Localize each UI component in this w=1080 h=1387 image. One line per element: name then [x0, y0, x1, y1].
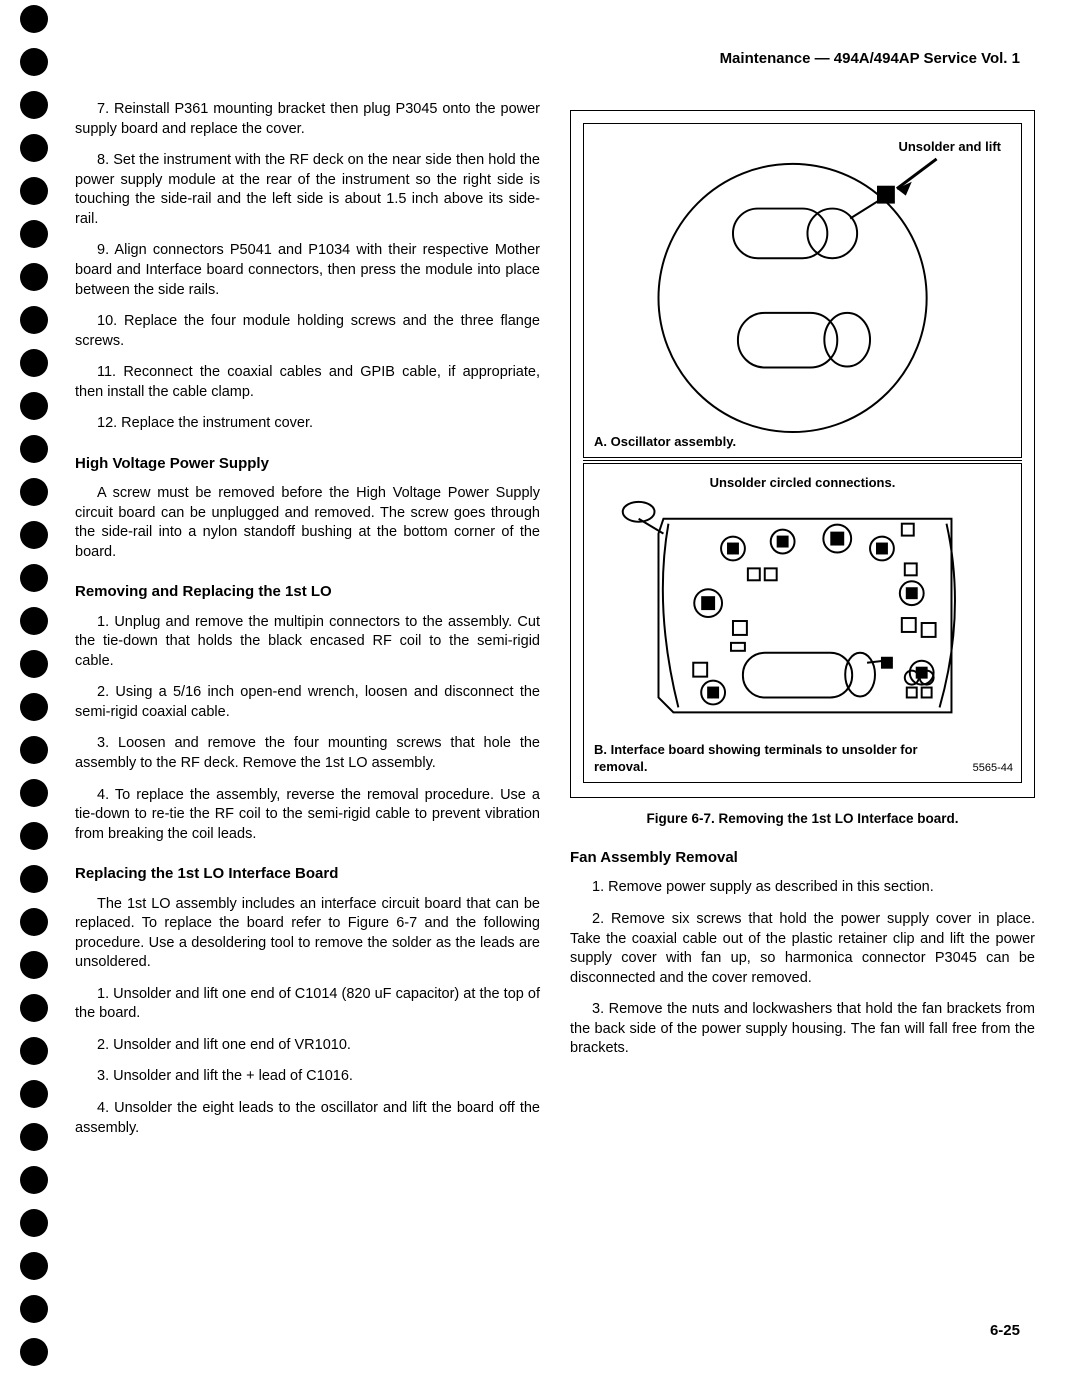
ib-step-4: 4. Unsolder the eight leads to the oscil… — [75, 1099, 540, 1138]
ib-step-2: 2. Unsolder and lift one end of VR1010. — [75, 1036, 540, 1056]
figure-panel-b: Unsolder circled connections. — [583, 463, 1022, 783]
figure-caption: Figure 6-7. Removing the 1st LO Interfac… — [570, 810, 1035, 828]
step-12: 12. Replace the instrument cover. — [75, 414, 540, 434]
spiral-binding — [20, 0, 50, 1387]
step-10: 10. Replace the four module holding scre… — [75, 312, 540, 351]
rr-step-1: 1. Unplug and remove the multipin connec… — [75, 613, 540, 672]
oscillator-diagram — [584, 124, 1021, 457]
heading-removing-replacing: Removing and Replacing the 1st LO — [75, 582, 540, 602]
panel-b-label: B. Interface board showing terminals to … — [594, 741, 924, 776]
panel-a-label: A. Oscillator assembly. — [594, 433, 736, 451]
step-9: 9. Align connectors P5041 and P1034 with… — [75, 241, 540, 300]
heading-interface-board: Replacing the 1st LO Interface Board — [75, 864, 540, 884]
step-11: 11. Reconnect the coaxial cables and GPI… — [75, 363, 540, 402]
interface-board-diagram — [584, 464, 1021, 782]
rr-step-4: 4. To replace the assembly, reverse the … — [75, 786, 540, 845]
figure-panel-a: Unsolder and lift A. — [583, 123, 1022, 458]
fan-step-1: 1. Remove power supply as described in t… — [570, 878, 1035, 898]
fan-step-2: 2. Remove six screws that hold the power… — [570, 910, 1035, 988]
ib-paragraph: The 1st LO assembly includes an interfac… — [75, 895, 540, 973]
rr-step-2: 2. Using a 5/16 inch open-end wrench, lo… — [75, 683, 540, 722]
heading-fan-assembly: Fan Assembly Removal — [570, 848, 1035, 868]
page-content: 7. Reinstall P361 mounting bracket then … — [75, 40, 1035, 1347]
step-8: 8. Set the instrument with the RF deck o… — [75, 151, 540, 229]
left-column: 7. Reinstall P361 mounting bracket then … — [75, 40, 540, 1347]
right-column: Unsolder and lift A. — [570, 40, 1035, 1347]
panel-b-id: 5565-44 — [973, 761, 1013, 776]
step-7: 7. Reinstall P361 mounting bracket then … — [75, 100, 540, 139]
page-number: 6-25 — [990, 1322, 1020, 1339]
ib-step-1: 1. Unsolder and lift one end of C1014 (8… — [75, 985, 540, 1024]
rr-step-3: 3. Loosen and remove the four mounting s… — [75, 734, 540, 773]
figure-6-7-box: Unsolder and lift A. — [570, 110, 1035, 798]
panel-a-note: Unsolder and lift — [898, 138, 1001, 156]
hv-paragraph: A screw must be removed before the High … — [75, 484, 540, 562]
fan-step-3: 3. Remove the nuts and lockwashers that … — [570, 1000, 1035, 1059]
panel-divider — [583, 460, 1022, 461]
heading-high-voltage: High Voltage Power Supply — [75, 454, 540, 474]
panel-b-note: Unsolder circled connections. — [584, 474, 1021, 492]
ib-step-3: 3. Unsolder and lift the + lead of C1016… — [75, 1067, 540, 1087]
